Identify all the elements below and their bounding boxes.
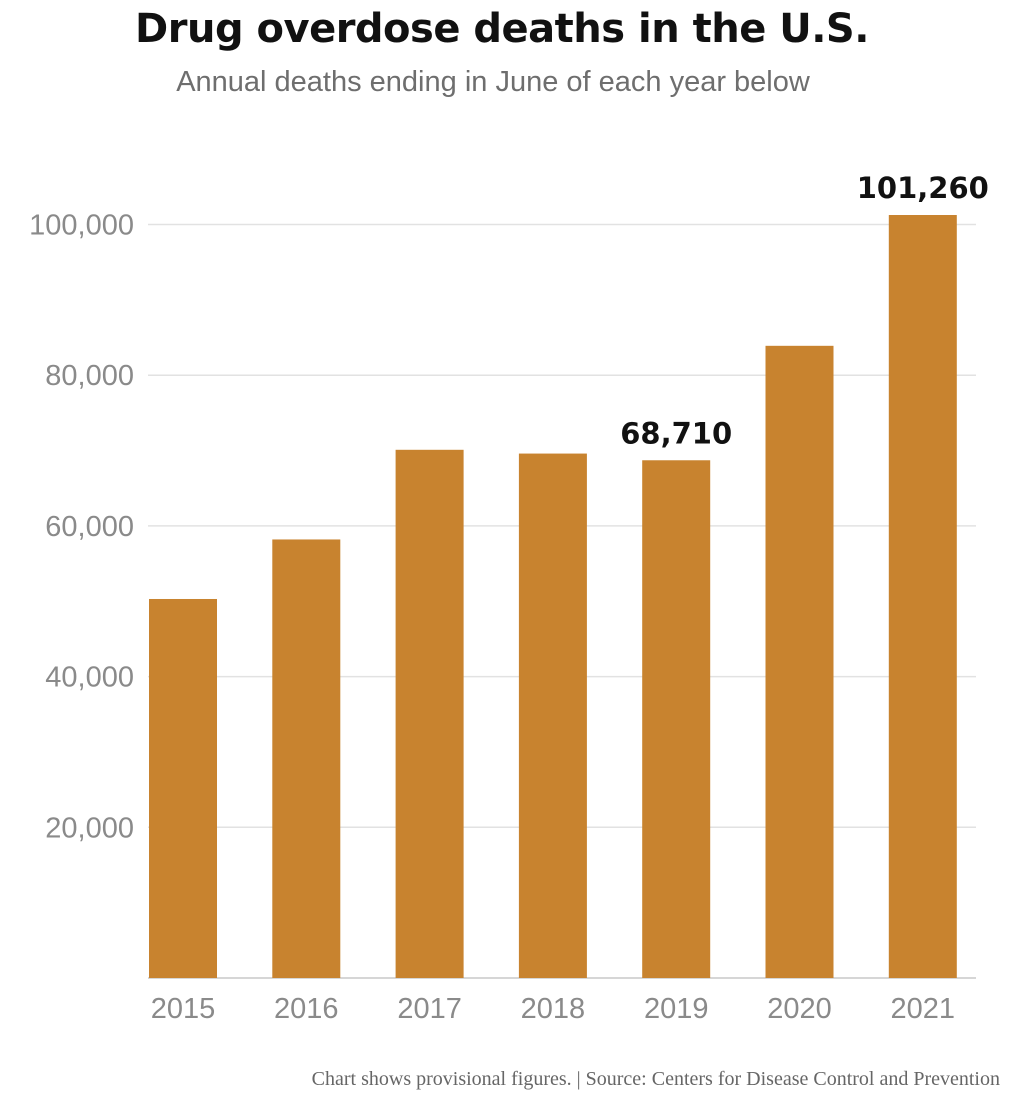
bar-2016	[272, 539, 341, 978]
bar-2015	[149, 598, 217, 978]
x-tick-label: 2015	[151, 993, 216, 1025]
bar-chart: 20,000 40,000 60,000 80,000 100,000 2015 2016…	[29, 171, 989, 1025]
chart-subtitle: Annual deaths ending in June of each yea…	[176, 66, 810, 98]
y-axis-ticks: 20,000 40,000 60,000 80,000 100,000	[29, 210, 134, 845]
bars	[149, 215, 957, 979]
x-tick-label: 2016	[274, 993, 339, 1025]
x-tick-label: 2019	[644, 993, 709, 1025]
x-tick-label: 2020	[767, 993, 832, 1025]
y-tick-label: 40,000	[45, 662, 134, 694]
chart-title: Drug overdose deaths in the U.S.	[135, 6, 869, 52]
bar-2019	[642, 460, 711, 978]
y-tick-label: 20,000	[45, 812, 134, 844]
x-axis-ticks: 2015 2016 2017 2018 2019 2020 2021	[151, 993, 955, 1025]
data-labels: 68,710 101,260	[620, 171, 989, 450]
bar-2021	[888, 215, 957, 978]
bar-2020	[765, 345, 834, 979]
bar-2017	[395, 449, 464, 978]
x-tick-label: 2017	[397, 993, 462, 1025]
y-tick-label: 60,000	[45, 511, 134, 543]
x-tick-label: 2021	[891, 993, 956, 1025]
y-tick-label: 80,000	[45, 360, 134, 392]
x-tick-label: 2018	[521, 993, 586, 1025]
source-note: Chart shows provisional figures. | Sourc…	[311, 1068, 1000, 1090]
y-tick-label: 100,000	[29, 210, 134, 242]
data-label: 68,710	[620, 416, 732, 450]
data-label: 101,260	[857, 171, 989, 205]
bar-2018	[518, 453, 587, 979]
